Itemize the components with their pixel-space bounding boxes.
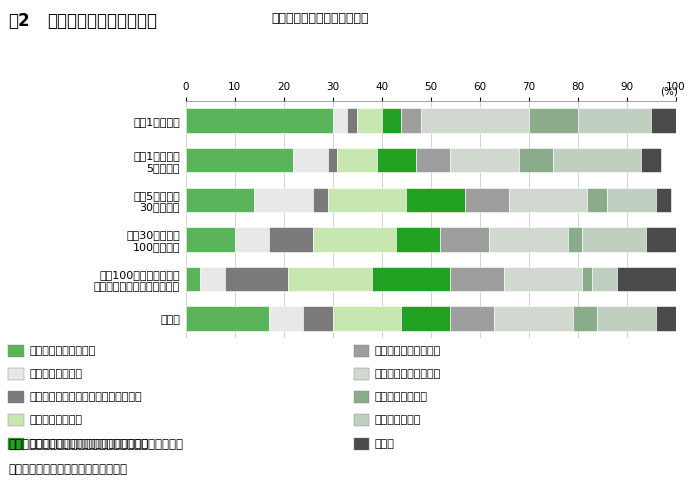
Bar [489,227,568,252]
Text: その他: その他 [374,439,394,448]
Bar [186,267,200,291]
Bar [269,227,313,252]
Text: 地域によって異なる課題: 地域によって異なる課題 [48,12,158,30]
Text: 図2: 図2 [8,12,30,30]
Bar [186,306,269,331]
Text: 自然環境の悪化: 自然環境の悪化 [374,416,421,425]
Bar [396,227,440,252]
Text: 少子化・高齢化の進行: 少子化・高齢化の進行 [374,370,441,379]
Bar [465,188,509,212]
Bar [509,188,587,212]
Text: 経済不況や産業空洞化: 経済不況や産業空洞化 [374,347,441,356]
Bar [504,267,582,291]
Bar [416,148,450,172]
Bar [313,188,328,212]
Bar [656,306,676,331]
Bar [450,306,494,331]
Bar [440,227,489,252]
Bar [519,148,553,172]
Bar [450,267,504,291]
Bar [186,227,234,252]
Bar [573,306,597,331]
Text: 小規模市町村では「人口減少や若者の流出」が特に問題: 小規模市町村では「人口減少や若者の流出」が特に問題 [8,438,183,451]
Bar [288,267,372,291]
Bar [328,188,406,212]
Bar [607,188,656,212]
Text: 中規模都市では「中心市街地の衰退」: 中規模都市では「中心市街地の衰退」 [8,463,127,476]
Bar [337,148,377,172]
Bar [617,267,680,291]
Bar [200,267,225,291]
Bar [347,108,357,133]
Bar [225,267,288,291]
Bar [656,188,671,212]
Bar [592,267,617,291]
Bar [528,108,578,133]
Bar [303,306,332,331]
Bar [401,306,450,331]
Bar [406,188,465,212]
Bar [587,188,607,212]
Text: (%): (%) [659,86,678,96]
Bar [568,227,582,252]
Text: （人口規模別、複数回答可）: （人口規模別、複数回答可） [272,12,369,25]
Bar [357,108,382,133]
Bar [372,267,450,291]
Text: 人口減少や若者の流出: 人口減少や若者の流出 [29,347,96,356]
Text: コミュニティのつながりの希薄化や孤独: コミュニティのつながりの希薄化や孤独 [29,439,148,448]
Bar [377,148,416,172]
Bar [234,227,269,252]
Bar [328,148,337,172]
Bar [597,306,656,331]
Text: 格差・失業や低所得者などの生活保障: 格差・失業や低所得者などの生活保障 [29,393,142,402]
Bar [450,148,519,172]
Bar [582,267,592,291]
Bar [494,306,573,331]
Bar [651,108,676,133]
Bar [332,306,401,331]
Bar [186,148,293,172]
Bar [293,148,328,172]
Bar [382,108,401,133]
Bar [186,108,332,133]
Bar [582,227,646,252]
Bar [553,148,641,172]
Bar [646,227,676,252]
Bar [186,188,254,212]
Bar [641,148,661,172]
Text: 中心市街地の衰退: 中心市街地の衰退 [29,416,83,425]
Bar [421,108,528,133]
Text: 財政赤字への対応: 財政赤字への対応 [29,370,83,379]
Bar [313,227,396,252]
Text: 農林水産業の衰退: 農林水産業の衰退 [374,393,428,402]
Bar [578,108,651,133]
Bar [269,306,303,331]
Bar [332,108,347,133]
Bar [401,108,421,133]
Bar [254,188,313,212]
